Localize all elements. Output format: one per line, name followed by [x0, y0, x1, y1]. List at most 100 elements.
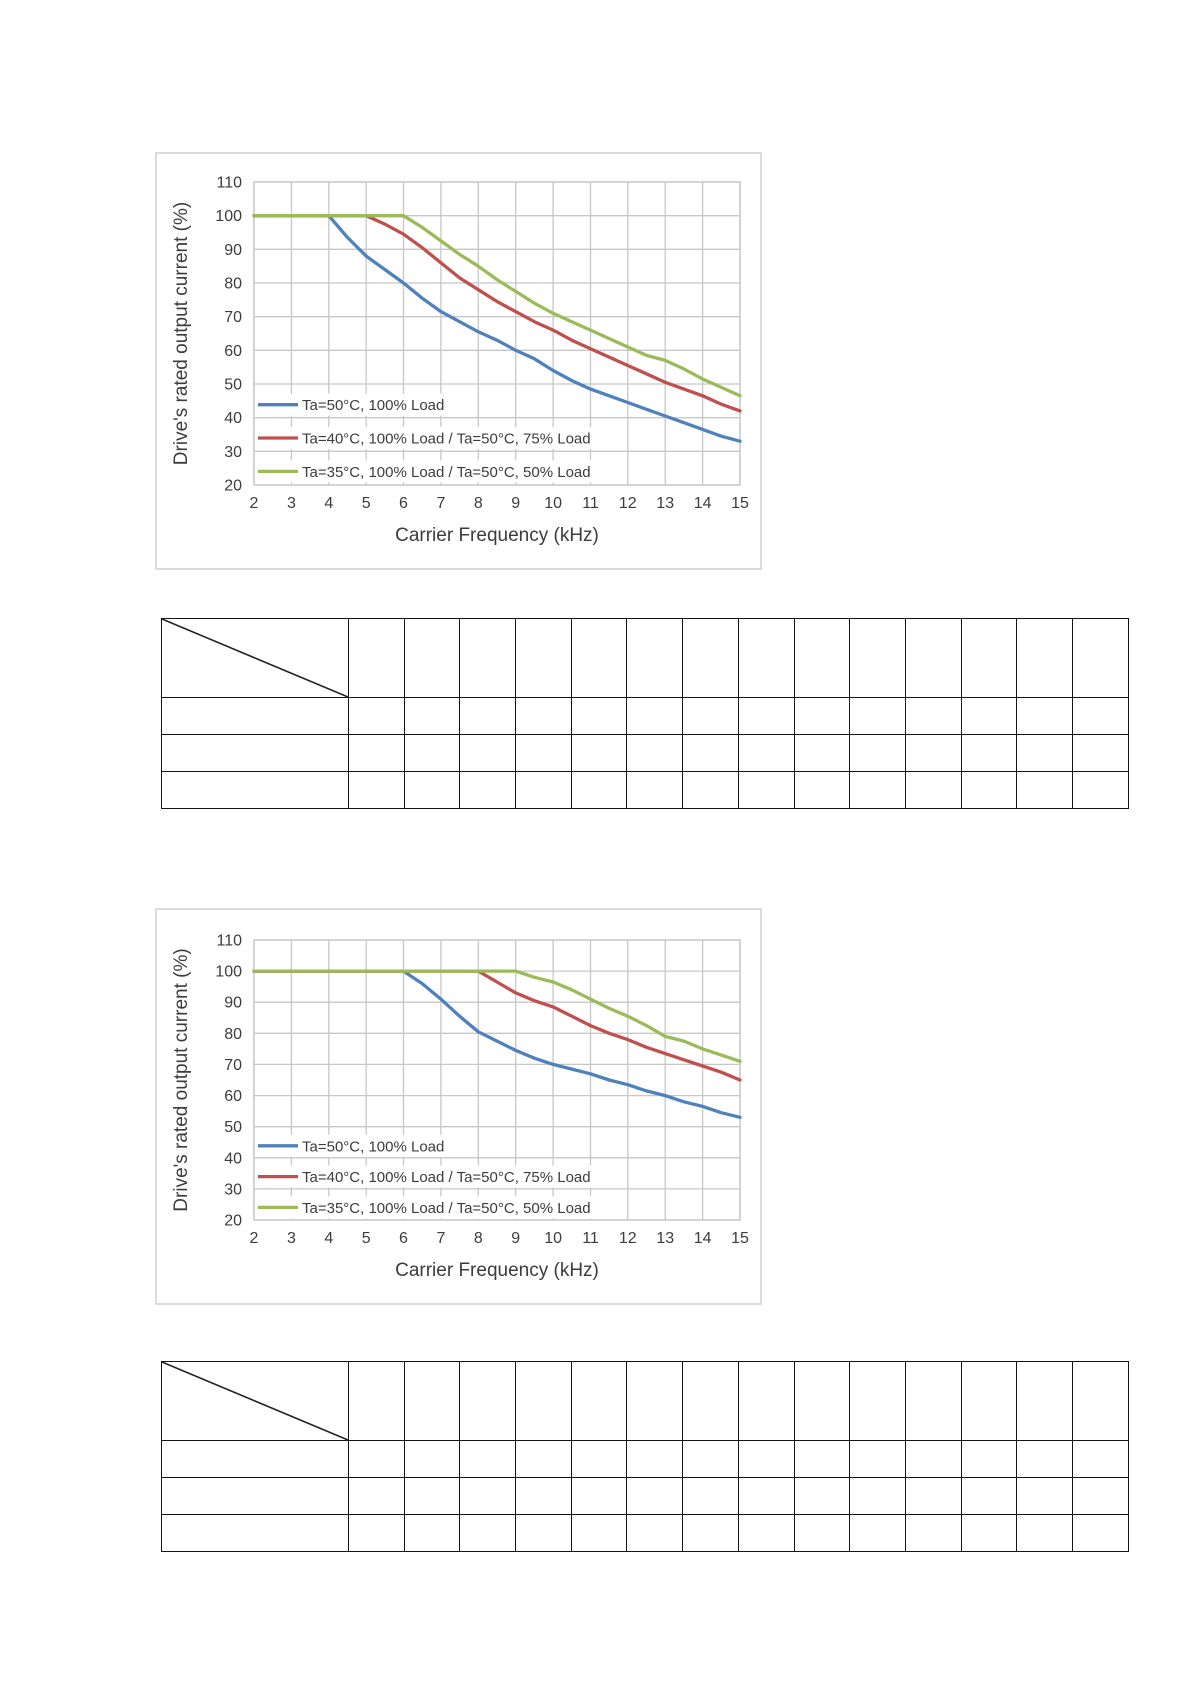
series-line — [252, 969, 742, 1082]
table-cell — [849, 734, 906, 772]
y-tick-label: 50 — [224, 377, 242, 394]
table-header-cell — [1016, 618, 1073, 698]
legend-backing — [256, 1165, 601, 1188]
table-cell — [793, 1477, 851, 1515]
table-cell — [348, 1477, 405, 1515]
table-cell — [1016, 1514, 1073, 1552]
table-row — [161, 697, 1129, 735]
legend-backing — [256, 393, 455, 416]
table-cell — [403, 697, 461, 735]
table-header-cell — [459, 618, 517, 698]
table-cell — [515, 771, 572, 809]
x-tick-label: 14 — [694, 495, 712, 512]
table-cell — [626, 1477, 684, 1515]
x-tick-label: 3 — [287, 495, 296, 512]
table-header-cell — [682, 1361, 739, 1441]
diagonal-divider — [162, 1362, 348, 1440]
legend-backing — [256, 1196, 601, 1219]
table-cell — [626, 1514, 684, 1552]
x-tick-label: 11 — [582, 495, 599, 512]
table-header-cell — [737, 1361, 795, 1441]
table-cell — [793, 697, 851, 735]
x-tick-label: 15 — [731, 1230, 749, 1247]
derating-chart-1: 20 30 40 50 60 70 80 90 100 110 2 3 4 5 6 7 8 9 10 11 12 13 14… — [155, 152, 762, 570]
diagonal-header-cell — [161, 1361, 349, 1441]
table-cell — [682, 1477, 739, 1515]
table-cell — [515, 697, 572, 735]
x-tick-label: 3 — [287, 1230, 296, 1247]
table-row — [161, 1514, 1129, 1552]
x-tick-label: 10 — [544, 1230, 562, 1247]
table-cell — [849, 771, 906, 809]
x-tick-label: 7 — [436, 1230, 445, 1247]
table-header-cell — [793, 618, 851, 698]
table-cell — [459, 697, 517, 735]
table-row — [161, 734, 1129, 772]
diagonal-divider — [162, 619, 348, 697]
table-cell — [459, 1514, 517, 1552]
table-header-cell — [626, 618, 684, 698]
row-label-cell — [161, 771, 349, 809]
table-header-cell — [737, 618, 795, 698]
table-cell — [626, 734, 684, 772]
table-header-row — [161, 1361, 1129, 1441]
row-label-cell — [161, 697, 349, 735]
table-cell — [570, 771, 628, 809]
table-cell — [793, 1514, 851, 1552]
y-tick-label: 40 — [224, 1150, 242, 1167]
table-header-cell — [904, 618, 962, 698]
table-header-cell — [1071, 1361, 1129, 1441]
table-header-cell — [960, 618, 1018, 698]
table-cell — [737, 697, 795, 735]
table-header-cell — [1016, 1361, 1073, 1441]
table-cell — [1071, 771, 1129, 809]
y-axis-title: Drive's rated output current (%) — [171, 948, 192, 1211]
table-header-cell — [459, 1361, 517, 1441]
x-tick-label: 7 — [436, 495, 445, 512]
table-cell — [849, 1514, 906, 1552]
table-cell — [403, 1514, 461, 1552]
table-cell — [737, 1477, 795, 1515]
x-tick-label: 13 — [656, 1230, 674, 1247]
legend-backing — [256, 427, 601, 449]
y-tick-label: 110 — [216, 175, 242, 192]
table-cell — [960, 1440, 1018, 1478]
y-tick-label: 100 — [215, 964, 242, 981]
table-header-cell — [626, 1361, 684, 1441]
y-tick-label: 20 — [224, 1213, 242, 1230]
series-line — [252, 214, 742, 413]
y-tick-label: 90 — [224, 995, 242, 1012]
table-cell — [904, 1477, 962, 1515]
table-cell — [737, 771, 795, 809]
table-cell — [737, 1440, 795, 1478]
table-cell — [459, 1440, 517, 1478]
table-cell — [626, 771, 684, 809]
table-cell — [570, 1440, 628, 1478]
table-cell — [1016, 771, 1073, 809]
table-cell — [348, 697, 405, 735]
table-cell — [737, 734, 795, 772]
table-cell — [1016, 1477, 1073, 1515]
chart-svg: 20 30 40 50 60 70 80 90 100 110 2 3 4 5 6 7 8 9 10 11 12 13 14… — [171, 933, 749, 1282]
table-cell — [960, 734, 1018, 772]
table-header-cell — [682, 618, 739, 698]
table-header-cell — [403, 618, 461, 698]
table-cell — [515, 1440, 572, 1478]
y-tick-label: 70 — [224, 1057, 242, 1074]
y-tick-label: 80 — [224, 1026, 242, 1043]
table-cell — [403, 734, 461, 772]
legend-label: Ta=50°C, 100% Load — [302, 1138, 444, 1155]
y-tick-label: 20 — [224, 478, 242, 495]
table-row — [161, 1477, 1129, 1515]
y-tick-label: 40 — [224, 410, 242, 427]
table-cell — [1071, 697, 1129, 735]
series-line — [252, 214, 742, 398]
x-tick-label: 4 — [324, 495, 333, 512]
table-cell — [960, 1477, 1018, 1515]
table-cell — [682, 771, 739, 809]
x-tick-label: 14 — [694, 1230, 712, 1247]
table-cell — [904, 697, 962, 735]
table-cell — [1016, 697, 1073, 735]
table-cell — [348, 734, 405, 772]
table-header-cell — [515, 1361, 572, 1441]
